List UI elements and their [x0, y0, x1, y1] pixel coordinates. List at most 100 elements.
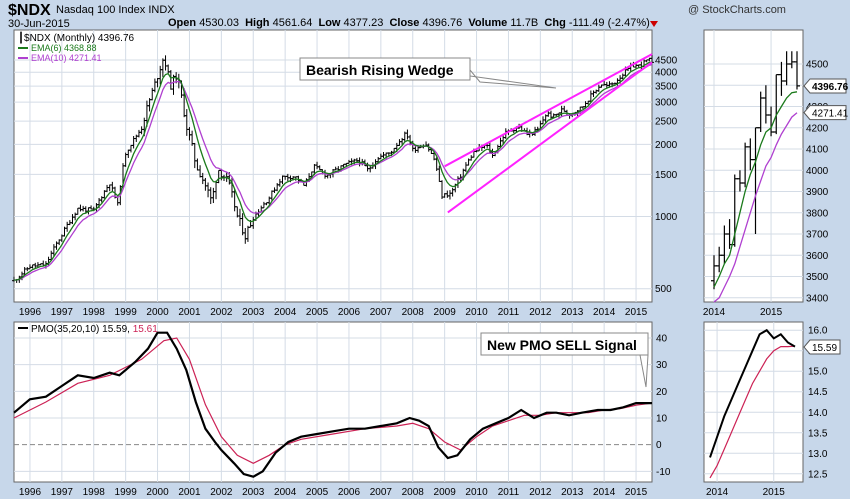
- x-tick-label: 2014: [593, 307, 616, 318]
- close-value-flag-text: 4396.76: [812, 82, 849, 93]
- high-value: 4561.64: [272, 17, 313, 29]
- chg-label: Chg: [544, 17, 566, 29]
- x-tick-label: 2005: [306, 487, 329, 498]
- y-tick-label: 15.0: [808, 367, 828, 378]
- inset-price-panel: 3400350036003700380039004000410042004300…: [703, 29, 849, 318]
- y-tick-label: 500: [655, 284, 672, 295]
- legend-pmo-label: PMO(35,20,10) 15.59, 15.61: [31, 324, 158, 335]
- pmo-value-flag-box: [803, 339, 841, 355]
- x-tick-label: 1997: [51, 307, 74, 318]
- x-tick-label: 2008: [402, 307, 425, 318]
- legend-signal-value: 15.61: [133, 324, 158, 335]
- x-tick-label: 1998: [83, 307, 106, 318]
- x-tick-label: 1997: [51, 487, 74, 498]
- x-tick-label: 1996: [19, 487, 42, 498]
- x-tick-label: 2012: [529, 487, 552, 498]
- y-tick-label: 4100: [806, 145, 829, 156]
- ema10-line: [14, 64, 653, 281]
- legend-ema10-label: EMA(10) 4271.41: [31, 53, 102, 63]
- down-arrow-icon: [650, 21, 658, 27]
- pmo-callout-pointer: [639, 354, 649, 388]
- x-tick-label: 2014: [593, 487, 616, 498]
- y-tick-label: 3600: [806, 251, 829, 262]
- x-tick-label: 2015: [763, 487, 786, 498]
- x-tick-label: 2014: [706, 487, 729, 498]
- y-tick-label: 20: [656, 387, 668, 398]
- x-tick-label: 2011: [498, 487, 520, 498]
- close-label: Close: [389, 17, 420, 29]
- x-tick-label: 2015: [625, 487, 648, 498]
- inset-pmo-panel: 12.513.013.514.014.515.015.516.020142015…: [703, 321, 841, 498]
- y-tick-label: 2500: [655, 117, 678, 128]
- x-tick-label: 2013: [561, 307, 584, 318]
- x-tick-label: 2007: [370, 307, 393, 318]
- y-tick-label: 3500: [655, 82, 678, 93]
- legend-ema6-label: EMA(6) 4368.88: [31, 43, 97, 53]
- y-tick-label: 14.0: [808, 408, 828, 419]
- low-label: Low: [318, 17, 341, 29]
- watermark: @ StockCharts.com: [688, 4, 786, 16]
- volume-value: 11.7B: [510, 17, 539, 29]
- x-tick-label: 2000: [146, 307, 169, 318]
- x-tick-label: 1999: [115, 487, 138, 498]
- x-tick-label: 1998: [83, 487, 106, 498]
- y-tick-label: 14.5: [808, 387, 828, 398]
- x-tick-label: 2003: [242, 307, 265, 318]
- y-tick-label: 1500: [655, 170, 678, 181]
- y-tick-label: 3700: [806, 230, 829, 241]
- y-tick-label: 4200: [806, 123, 829, 134]
- x-tick-label: 2010: [465, 487, 488, 498]
- y-tick-label: 40: [656, 334, 668, 345]
- annotation-layer: Bearish Rising Wedge New PMO SELL Signal: [299, 57, 649, 388]
- x-tick-label: 2015: [625, 307, 648, 318]
- wedge-callout-pointer: [469, 68, 557, 89]
- ohlc-readout: Open 4530.03 High 4561.64 Low 4377.23 Cl…: [168, 17, 650, 29]
- x-tick-label: 2002: [210, 487, 233, 498]
- chg-value: -111.49 (-2.47%): [568, 17, 650, 29]
- pmo-value-flag-text: 15.59: [812, 343, 837, 354]
- inset-pmo-signal-line: [709, 345, 796, 479]
- legend-price-label: ┃$NDX (Monthly) 4396.76: [18, 31, 135, 44]
- x-tick-label: 2015: [760, 307, 783, 318]
- x-tick-label: 2009: [434, 487, 457, 498]
- x-tick-label: 2014: [703, 307, 726, 318]
- pmo-callout-text: New PMO SELL Signal: [487, 337, 637, 353]
- open-label: Open: [168, 17, 197, 29]
- y-tick-label: 3500: [806, 272, 829, 283]
- y-tick-label: -10: [656, 467, 671, 478]
- wedge-lower-line: [447, 61, 653, 214]
- x-tick-label: 2003: [242, 487, 265, 498]
- x-tick-label: 2001: [178, 307, 201, 318]
- pmo-value-flag: 15.59: [803, 339, 841, 355]
- y-tick-label: 4500: [655, 55, 678, 66]
- y-tick-label: 1000: [655, 212, 678, 223]
- inset-ema6-line: [713, 91, 798, 288]
- inset-pmo-line: [709, 328, 796, 458]
- symbol-title: $NDX: [8, 2, 51, 19]
- x-tick-label: 2004: [274, 487, 297, 498]
- wedge-upper-line: [444, 53, 653, 168]
- x-tick-label: 2013: [561, 487, 584, 498]
- y-tick-label: 3800: [806, 208, 829, 219]
- y-tick-label: 30: [656, 360, 668, 371]
- close-value: 4396.76: [422, 17, 463, 29]
- wedge-callout-box: [299, 57, 471, 81]
- close-value-flag: 4396.76: [803, 78, 849, 94]
- x-tick-label: 2000: [146, 487, 169, 498]
- ema6-line: [14, 61, 652, 281]
- inset-ema10-line: [713, 112, 798, 303]
- x-tick-label: 2005: [306, 307, 329, 318]
- y-tick-label: 2000: [655, 140, 678, 151]
- ema10-value-flag-text: 4271.41: [812, 109, 849, 120]
- wedge-callout-text: Bearish Rising Wedge: [306, 62, 454, 78]
- x-tick-label: 1999: [115, 307, 138, 318]
- x-tick-label: 2002: [210, 307, 233, 318]
- y-tick-label: 3900: [806, 187, 829, 198]
- pmo-line: [13, 331, 652, 478]
- y-tick-label: 4500: [806, 60, 829, 71]
- y-tick-label: 13.0: [808, 449, 828, 460]
- y-tick-label: 3000: [655, 98, 678, 109]
- x-tick-label: 2010: [465, 307, 488, 318]
